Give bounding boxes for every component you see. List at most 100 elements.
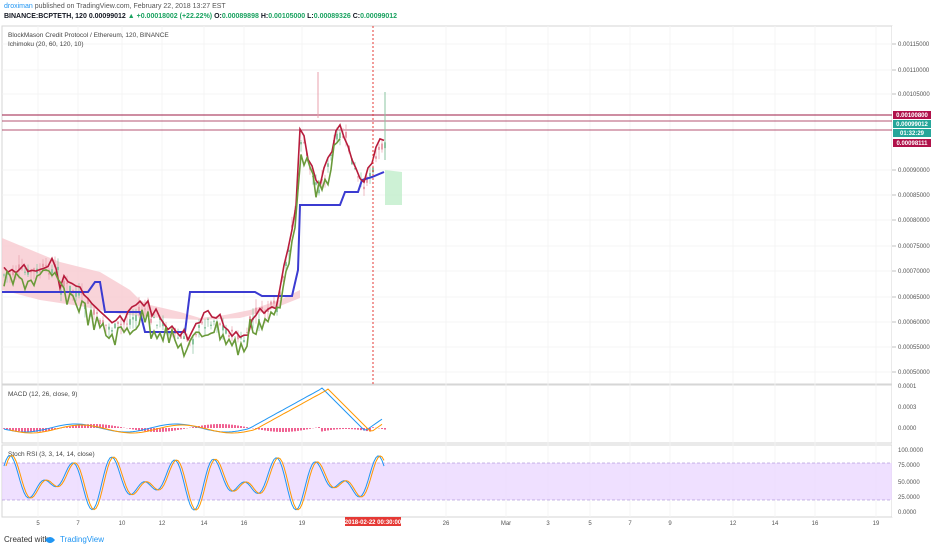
candle-body (342, 136, 344, 138)
time-label: 16 (812, 521, 819, 527)
price-tick-label: 0.00105000 (898, 92, 930, 98)
candle-body (24, 271, 26, 273)
candle-body (354, 168, 356, 170)
low-label: L: (307, 13, 314, 20)
candle-body (237, 335, 239, 340)
candle-body (303, 142, 305, 144)
candle-body (156, 324, 158, 326)
candle-body (246, 332, 248, 334)
candle-body (87, 298, 89, 304)
stoch-d-line (5, 454, 385, 511)
chart-area[interactable]: BlockMason Credit Protocol / Ethereum, 1… (0, 0, 932, 530)
candle-body (126, 323, 128, 325)
macd-pane[interactable] (1, 384, 893, 444)
price-tag-label: 01:32:29 (900, 131, 925, 137)
candle-body (231, 329, 233, 332)
candle-body (255, 307, 257, 314)
time-label: 5 (588, 521, 592, 527)
candle-body (117, 321, 119, 324)
price-tag-label: 0.00098111 (896, 141, 928, 147)
candle-body (18, 264, 20, 270)
time-label: 19 (299, 521, 306, 527)
publish-line: droximan published on TradingView.com, F… (4, 2, 226, 12)
candle-body (201, 321, 203, 324)
candle-body (3, 274, 5, 276)
candle-body (120, 323, 122, 326)
candle-body (207, 318, 209, 320)
close-label: C: (352, 13, 361, 20)
candle-body (108, 326, 110, 330)
close-value: 0.00099012 (360, 13, 398, 20)
candle-body (144, 308, 146, 310)
price-tick-label: 0.00075000 (898, 244, 930, 250)
publish-info: published on TradingView.com, February 2… (34, 3, 226, 10)
candle-body (138, 306, 140, 312)
candle-body (363, 186, 365, 190)
candle-body (240, 337, 242, 339)
candle-body (66, 282, 68, 284)
candle-body (243, 340, 245, 342)
candle-body (198, 325, 200, 328)
candle-body (327, 163, 329, 167)
candle-body (153, 317, 155, 319)
price-tick-label: 0.00055000 (898, 345, 930, 351)
candle-body (345, 131, 347, 138)
candle-body (330, 154, 332, 156)
price-change: ▲ +0.00018002 (+22.22%) (127, 13, 213, 20)
kijun-line (2, 171, 385, 333)
price-tick-label: 0.00050000 (898, 370, 930, 376)
candle-body (279, 291, 281, 296)
cloud-bull (385, 170, 402, 205)
tradingview-logo-icon[interactable] (44, 535, 56, 545)
price-tick-label: 0.00080000 (898, 218, 930, 224)
candle-body (132, 317, 134, 320)
rsi-tick-label: 100.0000 (898, 448, 924, 454)
candle-body (177, 337, 179, 339)
candle-body (318, 189, 320, 194)
high-value: 0.00105000 (268, 13, 306, 20)
candle-body (357, 176, 359, 178)
candle-body (285, 262, 287, 266)
candle-body (315, 182, 317, 185)
grid-lines (2, 26, 892, 517)
price-tag (893, 129, 931, 137)
candle-body (261, 306, 263, 310)
ichimoku-label: Ichimoku (20, 60, 120, 10) (8, 41, 84, 48)
macd-axis-ticks: 0.0001 0.0003 0.0000 (898, 384, 917, 432)
candle-body (69, 285, 71, 292)
time-axis[interactable]: 5 7 10 12 14 16 19 26 Mar 3 5 7 9 12 14 16 19 (36, 521, 880, 527)
candle-body (210, 324, 212, 326)
price-tag-label: 0.00100800 (896, 113, 928, 119)
candle-body (228, 335, 230, 337)
candle-body (273, 300, 275, 304)
price-tag (893, 111, 931, 119)
candle-body (219, 323, 221, 325)
time-label: 14 (201, 521, 208, 527)
candle-body (72, 290, 74, 292)
price-tick-label: 0.00065000 (898, 295, 930, 301)
ichimoku-cloud (2, 170, 402, 320)
signal-line (9, 388, 383, 434)
candle-body (366, 176, 368, 183)
candle-body (12, 270, 14, 276)
candle-body (45, 264, 47, 266)
stoch-k-line (3, 454, 385, 511)
author-link[interactable]: droximan (4, 3, 33, 10)
time-label: 14 (772, 521, 779, 527)
time-label: 12 (730, 521, 737, 527)
candle-body (339, 132, 341, 138)
price-tag (893, 139, 931, 147)
created-with-text: Created with (4, 535, 49, 544)
low-value: 0.00089326 (313, 13, 351, 20)
candle-body (135, 315, 137, 322)
macd-lines (3, 387, 386, 434)
candle-body (249, 316, 251, 322)
main-title: BlockMason Credit Protocol / Ethereum, 1… (8, 32, 169, 39)
candle-body (123, 323, 125, 325)
price-scale[interactable] (892, 26, 932, 517)
price-tick-label: 0.00070000 (898, 269, 930, 275)
main-pane[interactable] (1, 25, 893, 385)
candle-body (96, 312, 98, 314)
price-tag (893, 120, 931, 128)
tradingview-brand[interactable]: TradingView (60, 535, 105, 544)
